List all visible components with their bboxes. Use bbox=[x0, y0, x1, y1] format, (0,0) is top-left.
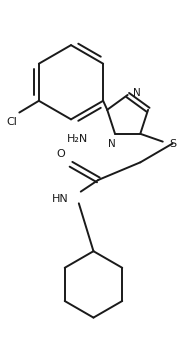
Text: N: N bbox=[133, 88, 140, 98]
Text: O: O bbox=[56, 149, 65, 159]
Text: S: S bbox=[170, 139, 177, 149]
Text: HN: HN bbox=[52, 194, 69, 205]
Text: H₂N: H₂N bbox=[66, 134, 88, 144]
Text: Cl: Cl bbox=[6, 118, 17, 127]
Text: N: N bbox=[108, 139, 116, 149]
